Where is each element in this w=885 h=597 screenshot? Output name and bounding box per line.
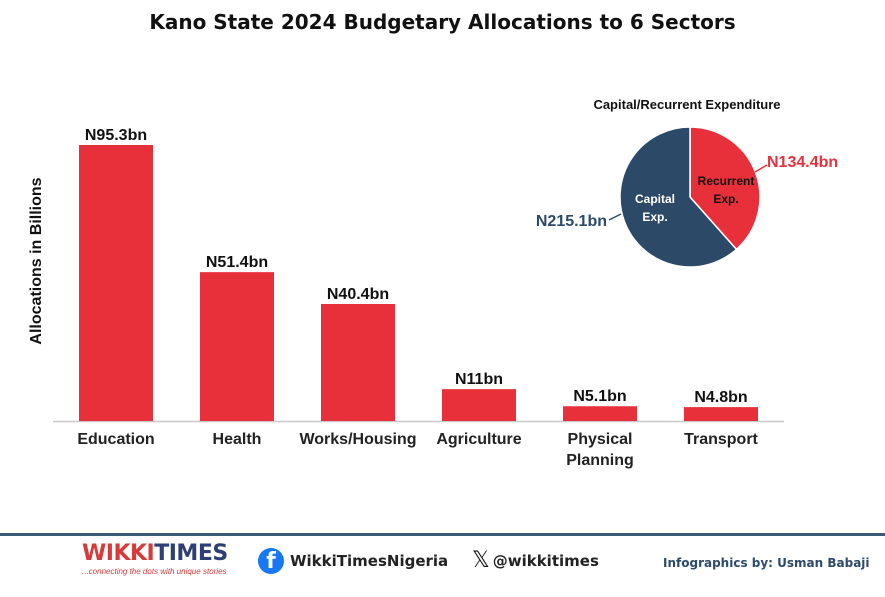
data-label-0: N95.3bn [85,127,147,144]
data-label-1: N51.4bn [206,254,268,271]
pie-leader-line-1 [608,213,622,221]
category-label-4-0: Physical [568,431,633,448]
pie-slice-1 [619,126,738,268]
x-link[interactable]: 𝕏 @wikkitimes [472,550,599,572]
category-label-2: Works/Housing [299,431,416,448]
bar-5 [684,407,758,421]
x-icon: 𝕏 [472,548,490,573]
brand-wikki: WIKKI [82,541,155,566]
footer: WIKKITIMES ...connecting the dots with u… [0,538,885,597]
pie-inner-label-1-0: Capital [635,192,675,206]
bar-0 [79,145,153,421]
data-label-3: N11bn [455,371,503,388]
facebook-icon: f [258,548,284,574]
bar-4 [563,406,637,421]
bar-3 [442,389,516,421]
pie-title: Capital/Recurrent Expenditure [593,97,780,112]
pie-leader-line-0 [754,164,768,173]
category-label-0: Education [77,431,154,448]
data-label-5: N4.8bn [694,389,747,406]
chart-title: Kano State 2024 Budgetary Allocations to… [149,10,736,34]
category-label-5: Transport [684,431,758,448]
category-label-3: Agriculture [436,431,521,448]
chart-canvas: N95.3bn Education N51.4bn Health N40.4bn Work… [28,97,838,469]
bar-2 [321,303,395,421]
brand-times: TIMES [154,541,228,566]
pie-inner-label-0-1: Exp. [713,192,738,206]
data-label-4: N5.1bn [573,388,626,405]
facebook-handle: WikkiTimesNigeria [290,552,449,570]
pie-inner-label-1-1: Exp. [642,210,667,224]
pie-inner-label-0-0: Recurrent [698,174,755,188]
x-handle: @wikkitimes [492,552,599,570]
footer-divider [0,533,885,536]
pie-value-label-1: N215.1bn [536,213,607,230]
category-label-4-1: Planning [566,452,634,469]
facebook-link[interactable]: f WikkiTimesNigeria [258,548,448,574]
wikkitimes-logo: WIKKITIMES ...connecting the dots with u… [82,541,228,577]
pie-value-label-0: N134.4bn [767,154,838,171]
brand-tagline: ...connecting the dots with unique stori… [82,567,227,576]
category-label-1: Health [213,431,262,448]
bar-1 [200,272,274,421]
data-label-2: N40.4bn [327,286,389,303]
y-axis-label: Allocations in Billions [28,177,45,344]
infographic-credit: Infographics by: Usman Babaji [663,556,870,570]
